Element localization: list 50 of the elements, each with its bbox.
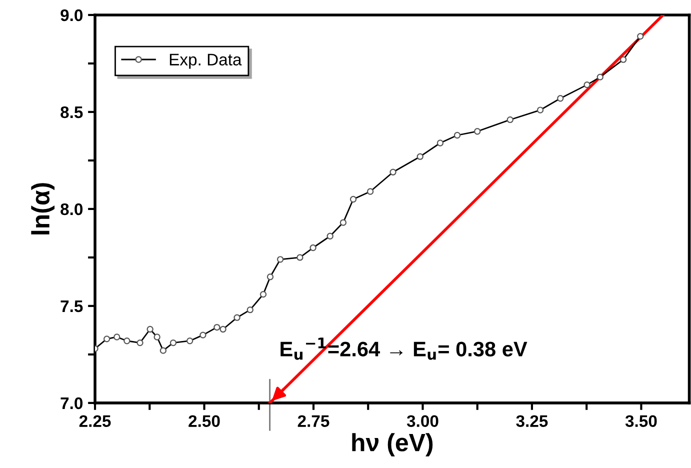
point	[136, 339, 144, 346]
y-tick-label: 8.0	[60, 203, 83, 216]
point	[186, 338, 194, 344]
point	[234, 314, 240, 321]
point	[266, 274, 274, 280]
point	[154, 334, 160, 340]
point	[596, 74, 604, 80]
point	[220, 326, 226, 333]
point	[366, 188, 374, 195]
y-axis-title: ln(α)	[31, 183, 54, 234]
point	[536, 106, 544, 114]
point	[103, 336, 110, 342]
point	[200, 332, 206, 338]
point	[214, 324, 220, 331]
point	[584, 81, 590, 88]
point	[146, 326, 154, 333]
point	[637, 32, 644, 40]
point	[246, 306, 254, 314]
point	[296, 254, 304, 261]
y-tick-label: 8.5	[60, 106, 83, 118]
point	[310, 244, 316, 252]
point	[350, 196, 357, 203]
y-tick-label: 9.0	[60, 9, 83, 22]
point	[506, 116, 514, 124]
point	[170, 339, 177, 346]
y-tick-label: 7.5	[60, 300, 83, 312]
y-tick-label: 7.0	[60, 397, 83, 410]
x-tick-label: 2.75	[298, 415, 330, 427]
x-tick-label: 3.25	[516, 415, 548, 428]
point	[326, 232, 334, 240]
x-tick-label: 3.00	[406, 415, 438, 428]
point	[124, 338, 130, 344]
point	[436, 140, 444, 146]
point	[160, 347, 167, 354]
x-tick-label: 2.25	[79, 415, 111, 427]
point	[260, 290, 267, 298]
point	[454, 132, 461, 139]
point	[416, 153, 424, 160]
point	[390, 168, 396, 176]
annotation: E$_{u}$$^{−1}$=2.64 → E$_{u}$= 0.38 eV	[280, 338, 528, 360]
point	[620, 56, 627, 63]
point	[114, 334, 120, 340]
point	[276, 256, 284, 263]
x-tick-label: 3.50	[625, 415, 657, 428]
point	[340, 219, 347, 226]
point	[474, 128, 481, 135]
x-axis-title: hν (eV)	[352, 433, 433, 456]
legend-label: Exp. Data	[170, 54, 242, 69]
point	[557, 95, 564, 102]
x-tick-label: 2.50	[188, 415, 220, 427]
